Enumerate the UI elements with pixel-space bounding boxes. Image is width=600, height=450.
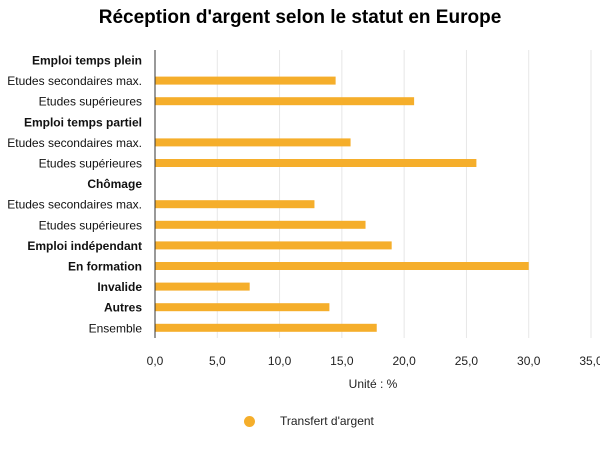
category-labels: Emploi temps plein Etudes secondaires max… xyxy=(7,54,142,336)
category-label: Chômage xyxy=(87,177,142,191)
bar xyxy=(155,200,315,209)
bar xyxy=(155,303,330,312)
category-label: Emploi indépendant xyxy=(27,239,142,253)
legend: Transfert d'argent xyxy=(244,412,374,430)
category-label: En formation xyxy=(68,260,142,274)
bar xyxy=(155,97,415,106)
bars xyxy=(155,76,529,332)
bar xyxy=(155,76,336,85)
bar xyxy=(155,262,529,270)
category-label: Invalide xyxy=(97,280,142,294)
bar xyxy=(155,159,477,167)
x-tick-label: 35,0 xyxy=(579,354,600,368)
category-label: Autres xyxy=(104,301,142,315)
bar xyxy=(155,241,392,250)
chart-title: Réception d'argent selon le statut en Eu… xyxy=(98,7,502,28)
bar xyxy=(155,138,351,147)
category-label: Etudes supérieures xyxy=(39,157,142,171)
x-tick-label: 15,0 xyxy=(330,354,354,368)
category-label: Emploi temps partiel xyxy=(24,115,142,129)
x-tick-label: 30,0 xyxy=(517,354,541,368)
category-label: Etudes supérieures xyxy=(39,218,142,232)
category-label: Etudes secondaires max. xyxy=(7,136,142,150)
x-tick-label: 20,0 xyxy=(392,354,416,368)
x-tick-label: 10,0 xyxy=(268,354,292,368)
category-label: Ensemble xyxy=(89,321,143,335)
bar xyxy=(155,220,366,229)
x-axis-title: Unité : % xyxy=(349,377,398,391)
category-label: Etudes secondaires max. xyxy=(7,74,142,88)
legend-swatch xyxy=(244,415,255,427)
category-label: Etudes supérieures xyxy=(39,95,142,109)
bar xyxy=(155,323,377,332)
bar xyxy=(155,282,250,291)
x-tick-label: 25,0 xyxy=(455,354,479,368)
legend-label: Transfert d'argent xyxy=(280,414,374,428)
category-label: Etudes secondaires max. xyxy=(7,198,142,212)
gridlines xyxy=(216,50,592,338)
x-tick-label: 5,0 xyxy=(209,354,226,368)
x-tick-labels: 0,0 5,0 10,0 15,0 20,0 25,0 30,0 35,0 xyxy=(147,354,600,368)
x-tick-label: 0,0 xyxy=(147,354,164,368)
category-label: Emploi temps plein xyxy=(32,54,142,68)
